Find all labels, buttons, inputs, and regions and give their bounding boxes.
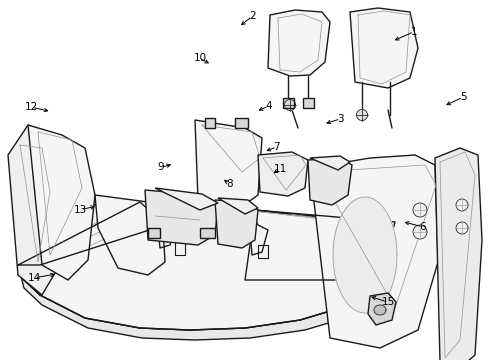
Polygon shape (456, 222, 468, 234)
Text: 6: 6 (419, 222, 426, 232)
Polygon shape (95, 195, 165, 275)
Text: 5: 5 (460, 92, 466, 102)
Text: 8: 8 (226, 179, 233, 189)
Polygon shape (145, 190, 218, 245)
Polygon shape (28, 125, 95, 280)
Text: 13: 13 (74, 204, 88, 215)
Polygon shape (413, 225, 427, 239)
Polygon shape (205, 118, 215, 128)
Text: 12: 12 (25, 102, 39, 112)
Text: 3: 3 (337, 114, 344, 124)
Text: 7: 7 (273, 142, 280, 152)
Polygon shape (258, 152, 308, 196)
Polygon shape (218, 198, 258, 214)
Polygon shape (18, 202, 400, 330)
Polygon shape (215, 200, 258, 248)
Polygon shape (18, 230, 402, 340)
Polygon shape (235, 118, 248, 128)
Polygon shape (357, 109, 368, 121)
Polygon shape (435, 148, 482, 360)
Polygon shape (155, 188, 218, 210)
Text: 15: 15 (382, 297, 395, 307)
Polygon shape (456, 199, 468, 211)
Text: 4: 4 (265, 101, 272, 111)
Polygon shape (285, 99, 295, 111)
Text: 14: 14 (27, 273, 41, 283)
Polygon shape (268, 10, 330, 76)
Polygon shape (310, 156, 350, 170)
Polygon shape (310, 155, 438, 348)
Text: 1: 1 (411, 27, 417, 37)
Text: 2: 2 (249, 11, 256, 21)
Polygon shape (283, 98, 294, 108)
Polygon shape (200, 228, 215, 238)
Text: 9: 9 (157, 162, 164, 172)
Text: 10: 10 (194, 53, 206, 63)
Polygon shape (413, 203, 427, 217)
Polygon shape (195, 120, 262, 208)
Polygon shape (374, 305, 386, 315)
Text: 11: 11 (273, 164, 287, 174)
Polygon shape (368, 293, 396, 325)
Polygon shape (308, 158, 352, 205)
Polygon shape (350, 8, 418, 88)
Polygon shape (303, 98, 314, 108)
Polygon shape (333, 197, 397, 313)
Polygon shape (8, 125, 62, 295)
Polygon shape (148, 228, 160, 238)
